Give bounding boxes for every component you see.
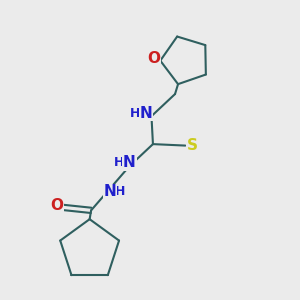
Text: N: N: [140, 106, 152, 121]
Text: H: H: [116, 185, 126, 198]
Text: H: H: [130, 107, 140, 120]
Text: H: H: [114, 156, 124, 169]
Text: O: O: [147, 51, 160, 66]
Text: N: N: [104, 184, 117, 199]
Text: S: S: [187, 138, 198, 153]
Text: O: O: [50, 198, 63, 213]
Text: N: N: [123, 155, 136, 170]
